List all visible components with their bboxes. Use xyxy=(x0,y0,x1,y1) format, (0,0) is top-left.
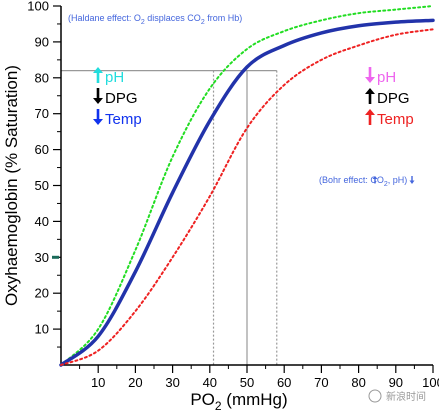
y-tick-label: 100 xyxy=(27,0,49,14)
right-factor-label: pH xyxy=(377,69,396,86)
x-tick-label: 40 xyxy=(203,375,217,390)
factor-arrow-up-icon xyxy=(365,88,375,104)
x-axis-label: PO2 (mmHg) xyxy=(190,390,287,413)
x-tick-label: 50 xyxy=(240,375,254,390)
y-tick-label: 80 xyxy=(35,70,49,85)
haldane-note: (Haldane effect: O2 displaces CO2 from H… xyxy=(68,13,242,26)
y-tick-label: 20 xyxy=(35,286,49,301)
bohr-note: (Bohr effect: CO2, pH) xyxy=(319,175,415,188)
x-tick-label: 30 xyxy=(165,375,179,390)
y-tick-label: 10 xyxy=(35,322,49,337)
y-tick-label: 60 xyxy=(35,142,49,157)
factor-arrow-up-icon xyxy=(93,67,103,83)
series-line-1 xyxy=(59,18,435,367)
watermark: 新浪时间 xyxy=(368,389,426,403)
x-tick-label: 60 xyxy=(277,375,291,390)
factor-arrow-up-icon xyxy=(365,109,375,125)
x-tick-label: 10 xyxy=(91,375,105,390)
y-tick-label: 90 xyxy=(35,34,49,49)
left-factor-label: DPG xyxy=(105,90,138,107)
x-tick-label: 70 xyxy=(314,375,328,390)
bohr-note-text: (Bohr effect: CO2, pH) xyxy=(319,175,407,188)
y-tick-label: 50 xyxy=(35,178,49,193)
y-tick-label: 30 xyxy=(35,250,49,265)
y-tick-label: 40 xyxy=(35,214,49,229)
left-factor-label: Temp xyxy=(105,111,142,128)
y-tick-label: 70 xyxy=(35,106,49,121)
left-factor-label: pH xyxy=(105,69,124,86)
right-factor-label: DPG xyxy=(377,90,410,107)
factor-arrow-down-icon xyxy=(365,67,375,83)
series-line-2 xyxy=(60,28,434,366)
factor-arrow-down-icon xyxy=(93,109,103,125)
x-tick-label: 80 xyxy=(351,375,365,390)
right-factor-label: Temp xyxy=(377,111,414,128)
watermark-text: 新浪时间 xyxy=(386,390,426,403)
y-axis-label: Oxyhaemoglobin (% Saturation) xyxy=(2,65,21,306)
x-tick-label: 20 xyxy=(128,375,142,390)
factor-arrow-down-icon xyxy=(93,88,103,104)
series-line-0 xyxy=(60,5,434,366)
x-tick-label: 90 xyxy=(389,375,403,390)
x-tick-label: 100 xyxy=(422,375,439,390)
